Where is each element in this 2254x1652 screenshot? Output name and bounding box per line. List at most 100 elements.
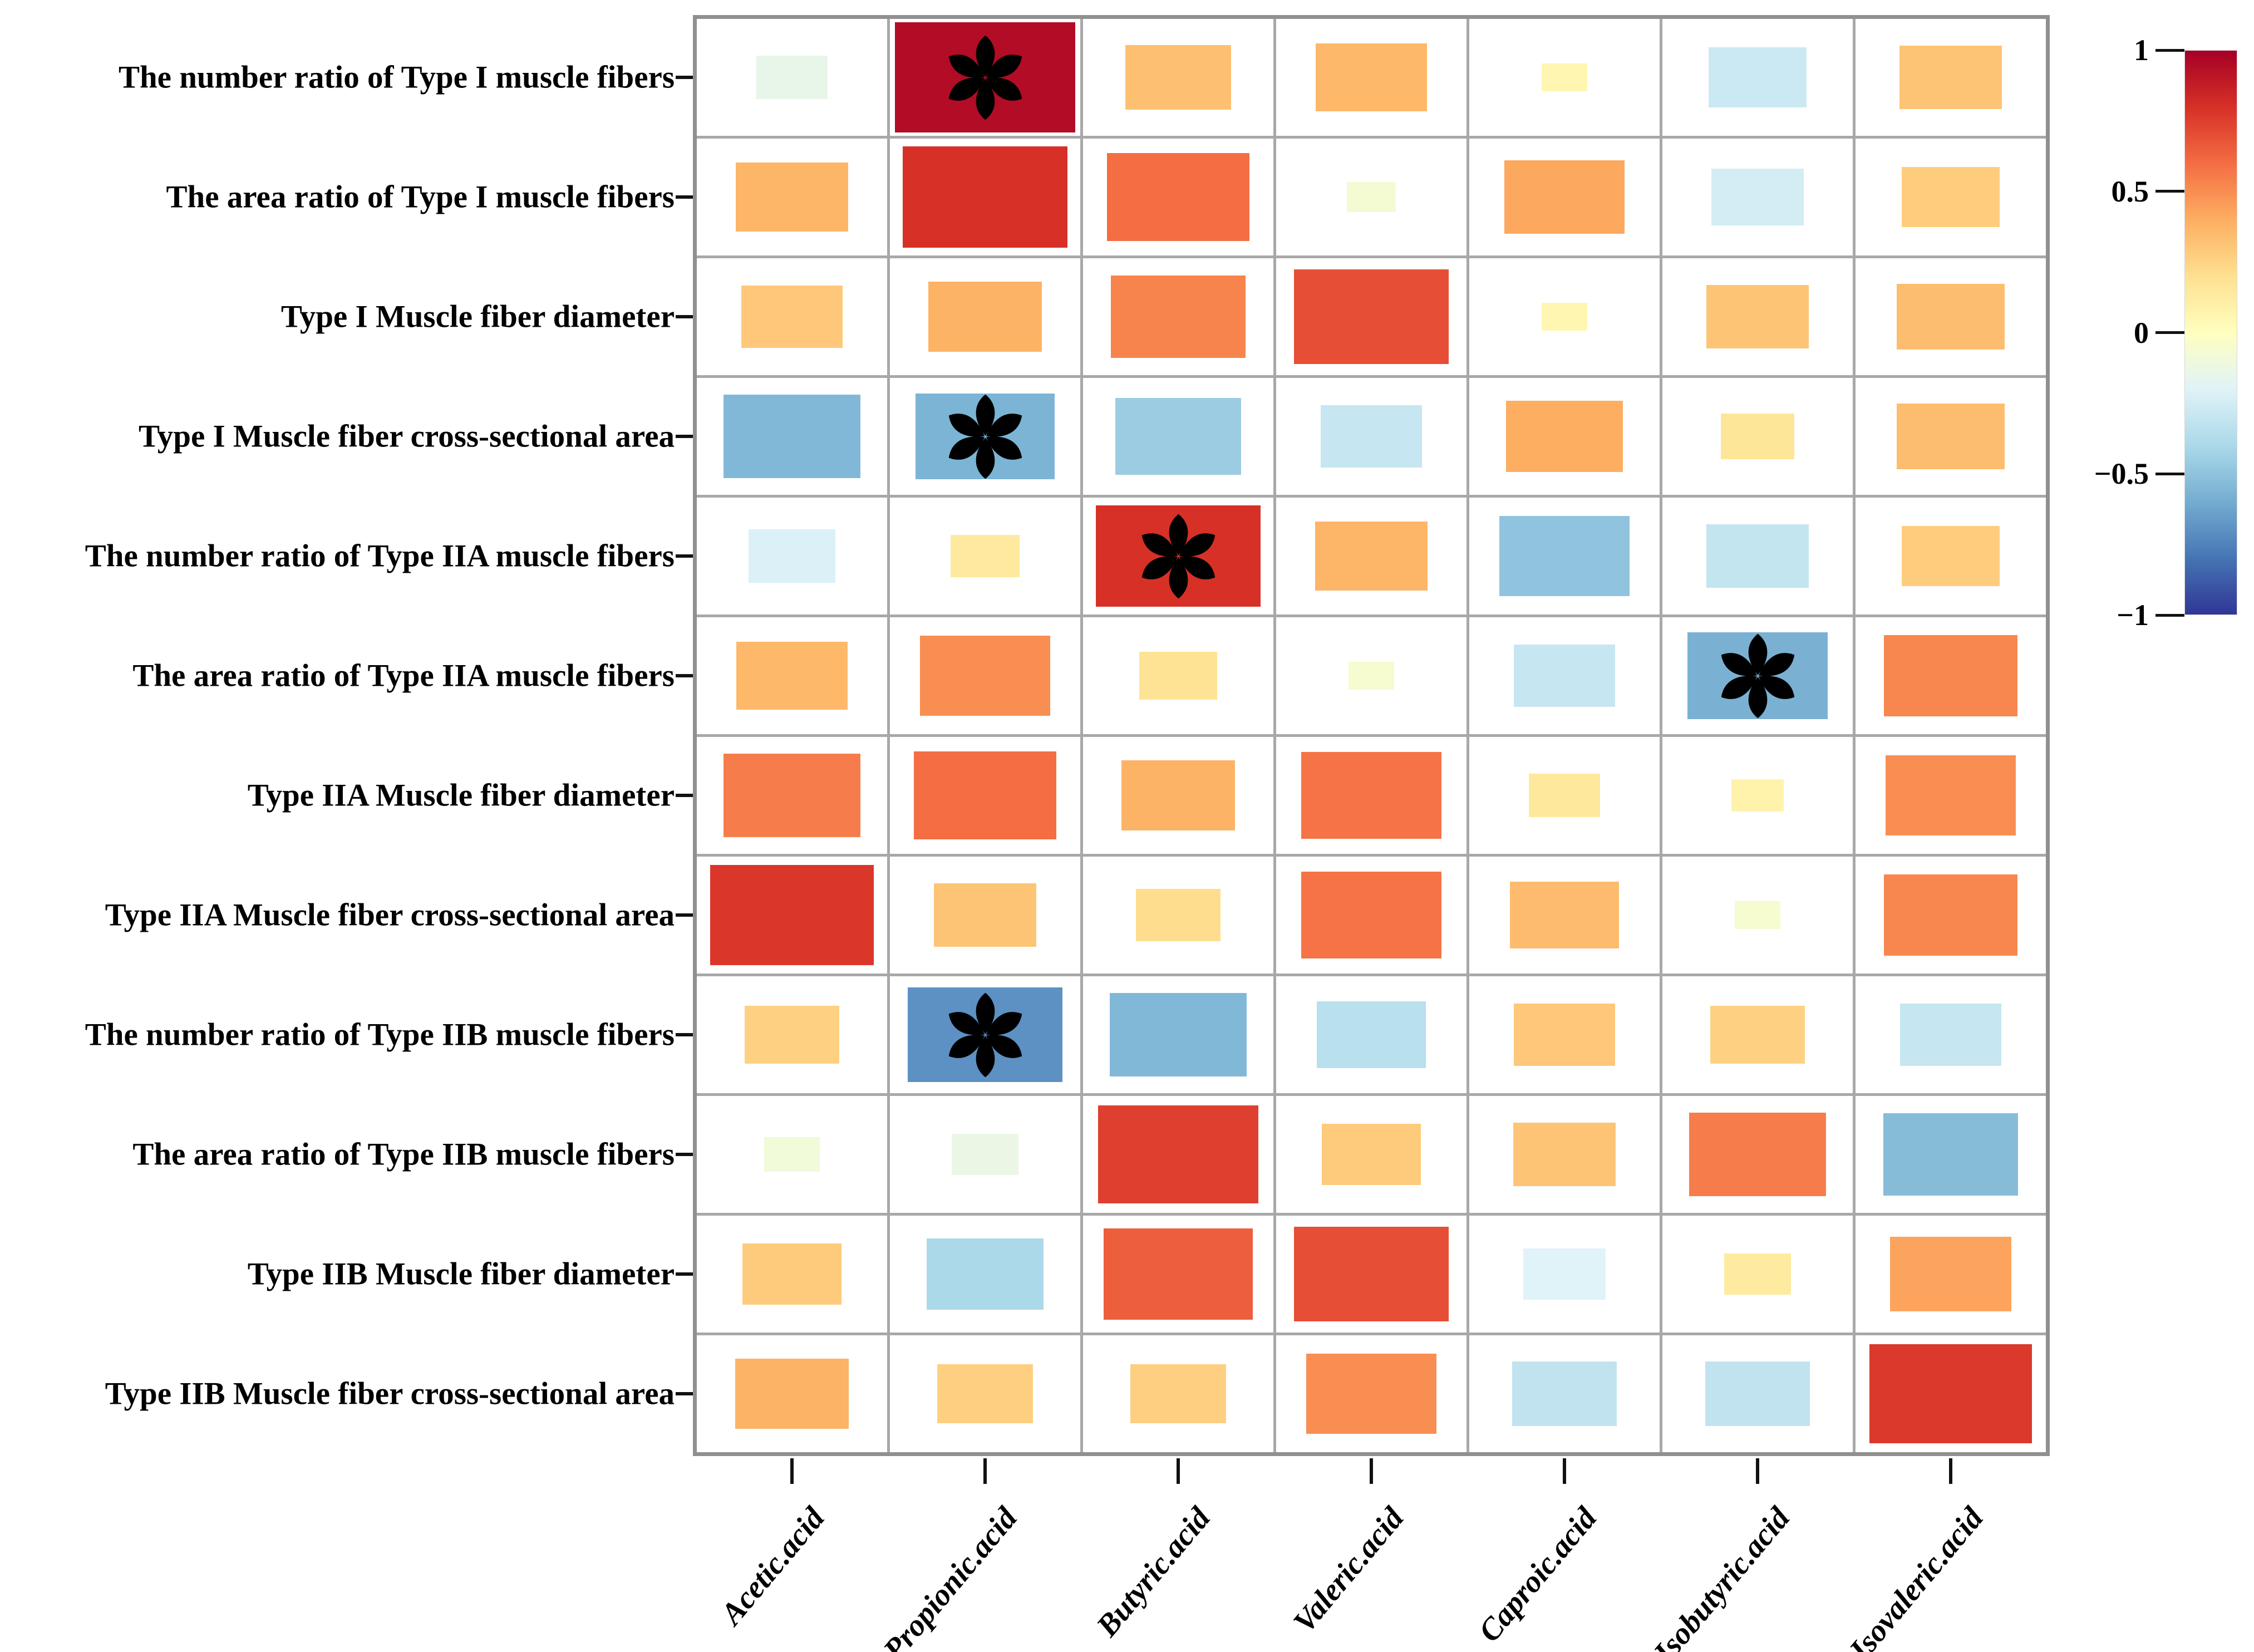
significance-asterisk-icon: [948, 992, 1022, 1077]
correlation-rect: [1869, 1344, 2032, 1444]
correlation-rect: [1104, 1228, 1253, 1320]
heatmap-cell: [697, 617, 887, 734]
correlation-rect: [1509, 881, 1620, 949]
y-axis-tick: [676, 913, 693, 917]
correlation-rect: [1347, 182, 1396, 212]
significance-marker: [1712, 630, 1804, 722]
heatmap-cell: [1856, 617, 2046, 734]
heatmap-cell: [1276, 857, 1466, 974]
heatmap-cell: [697, 737, 887, 854]
y-axis-tick: [676, 315, 693, 318]
heatmap-cell: [697, 19, 887, 136]
colorbar-tick-label: −1: [2117, 598, 2149, 632]
heatmap-cell: [697, 976, 887, 1093]
x-axis-tick: [1177, 1458, 1180, 1484]
correlation-rect: [1514, 1004, 1615, 1066]
heatmap-cell: [1662, 617, 1853, 734]
heatmap-cell: [1469, 139, 1660, 255]
correlation-rect: [1125, 45, 1232, 110]
heatmap-cell: [1083, 737, 1273, 854]
heatmap-cell: [1662, 1216, 1853, 1333]
x-axis-tick: [983, 1458, 987, 1484]
heatmap-cell: [890, 498, 1080, 614]
correlation-rect: [1513, 1123, 1616, 1186]
correlation-rect: [1542, 63, 1587, 91]
row-label: Type IIB Muscle fiber diameter: [247, 1256, 675, 1292]
correlation-rect: [745, 1006, 839, 1064]
correlation-rect: [1902, 167, 2000, 227]
significance-marker: [939, 989, 1031, 1081]
heatmap-cell: [890, 258, 1080, 375]
heatmap-cell: [890, 1335, 1080, 1452]
column-label: Acetic.acid: [713, 1501, 831, 1631]
correlation-rect: [952, 1134, 1018, 1175]
heatmap-cell: [1469, 378, 1660, 495]
heatmap-cell: [1856, 19, 2046, 136]
heatmap-cell: [1856, 737, 2046, 854]
correlation-rect: [1884, 874, 2017, 956]
heatmap-cell: [1856, 1096, 2046, 1213]
correlation-rect: [1528, 773, 1601, 818]
heatmap-cell: [1083, 139, 1273, 255]
correlation-rect: [1121, 760, 1236, 830]
correlation-rect: [1115, 397, 1241, 475]
x-axis-tick: [1949, 1458, 1952, 1484]
correlation-rect: [1720, 414, 1795, 459]
row-label: The number ratio of Type IIA muscle fibe…: [85, 538, 675, 574]
correlation-rect: [1512, 1361, 1617, 1426]
y-axis-tick: [676, 554, 693, 558]
heatmap-cell: [890, 617, 1080, 734]
heatmap-cell: [697, 857, 887, 974]
heatmap-cell: [1276, 737, 1466, 854]
correlation-rect: [764, 1137, 820, 1172]
heatmap-cell: [1083, 378, 1273, 495]
heatmap-cell: [1469, 617, 1660, 734]
correlation-rect: [1294, 269, 1449, 365]
correlation-rect: [1731, 779, 1784, 812]
heatmap-cell: [1856, 976, 2046, 1093]
colorbar-tick: [2155, 48, 2184, 52]
colorbar-tick: [2155, 613, 2184, 617]
row-label: The area ratio of Type I muscle fibers: [166, 179, 675, 215]
correlation-rect: [1711, 169, 1804, 225]
heatmap-cell: [1469, 258, 1660, 375]
row-label: The number ratio of Type IIB muscle fibe…: [85, 1017, 675, 1053]
correlation-rect: [1514, 645, 1615, 707]
correlation-rect: [741, 286, 843, 348]
heatmap-cell: [1856, 378, 2046, 495]
correlation-rect: [1106, 153, 1250, 241]
heatmap-cell: [697, 378, 887, 495]
heatmap-cell: [1856, 258, 2046, 375]
heatmap-cell: [1469, 1096, 1660, 1213]
y-axis-tick: [676, 435, 693, 438]
column-label: Butyric.acid: [1090, 1501, 1218, 1644]
correlation-rect: [1316, 1001, 1426, 1069]
heatmap-cell: [1276, 1216, 1466, 1333]
heatmap-cell: [697, 498, 887, 614]
heatmap-cell: [1083, 1096, 1273, 1213]
heatmap-cell: [1469, 1335, 1660, 1452]
heatmap-cell: [1083, 258, 1273, 375]
correlation-rect: [1542, 303, 1587, 331]
heatmap-cell: [1856, 1216, 2046, 1333]
heatmap-cell: [1276, 1335, 1466, 1452]
y-axis-tick: [676, 1392, 693, 1395]
y-axis-tick: [676, 794, 693, 797]
y-axis-tick: [676, 195, 693, 199]
correlation-rect: [1315, 522, 1428, 591]
correlation-rect: [1301, 872, 1442, 958]
correlation-rect: [902, 146, 1068, 248]
correlation-rect: [1294, 1226, 1449, 1322]
row-label: The area ratio of Type IIB muscle fibers: [132, 1137, 675, 1172]
heatmap-cell: [1276, 378, 1466, 495]
correlation-rect: [1724, 1253, 1791, 1295]
correlation-rect: [710, 865, 874, 965]
correlation-rect: [937, 1364, 1034, 1423]
heatmap-grid: [693, 15, 2050, 1456]
heatmap-cell: [1662, 19, 1853, 136]
significance-asterisk-icon: [1721, 633, 1794, 718]
heatmap-cell: [1469, 737, 1660, 854]
colorbar-tick-label: 0: [2134, 316, 2149, 350]
heatmap-cell: [890, 378, 1080, 495]
column-label: Valeric.acid: [1286, 1501, 1411, 1640]
